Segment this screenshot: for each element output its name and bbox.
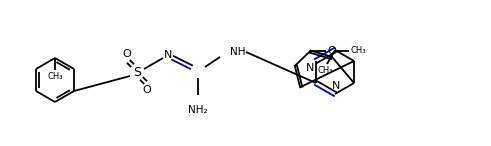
Text: N: N xyxy=(332,81,340,91)
Text: S: S xyxy=(133,66,141,79)
Text: O: O xyxy=(327,46,336,56)
Text: N: N xyxy=(164,50,172,60)
Text: N: N xyxy=(305,63,314,73)
Text: NH: NH xyxy=(230,47,246,57)
Text: O: O xyxy=(142,85,151,95)
Text: NH₂: NH₂ xyxy=(188,105,208,115)
Text: CH₃: CH₃ xyxy=(47,72,63,81)
Text: O: O xyxy=(123,49,132,59)
Text: CH₃: CH₃ xyxy=(351,46,366,55)
Text: CH₃: CH₃ xyxy=(317,66,333,75)
